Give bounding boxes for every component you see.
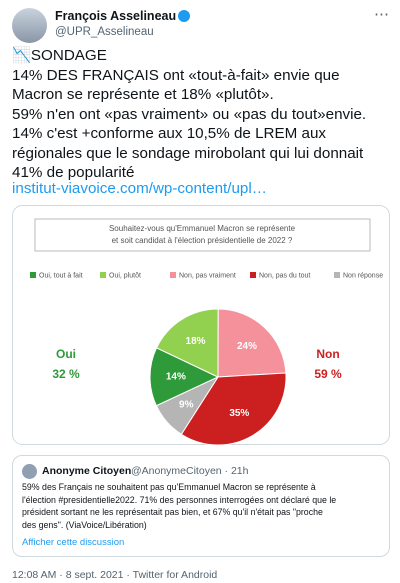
pie-slice bbox=[149, 347, 220, 407]
text-line: 14% DES FRANÇAIS ont «tout-à-fait» envie… bbox=[12, 66, 340, 84]
legend-swatch bbox=[100, 272, 106, 278]
legend-swatch bbox=[30, 272, 36, 278]
legend-label: Non réponse bbox=[343, 272, 383, 279]
summary-total: 32 % bbox=[52, 367, 80, 381]
text-line: des gens". (ViaVoice/Libération) bbox=[22, 519, 147, 530]
quoted-tweet[interactable] bbox=[12, 455, 390, 557]
quoted-avatar bbox=[22, 464, 37, 479]
slice-label: 18% bbox=[186, 336, 206, 347]
timestamp: 12:08 AM · 8 sept. 2021 · Twitter for An… bbox=[12, 569, 218, 581]
legend-label: Oui, tout à fait bbox=[39, 272, 83, 279]
slice-label: 24% bbox=[237, 341, 257, 352]
verified-badge bbox=[178, 10, 190, 22]
tweet-text: 📉SONDAGE 14% DES FRANÇAIS ont «tout-à-fai… bbox=[12, 46, 366, 183]
text-line: 59% des Français ne souhaitent pas qu'Em… bbox=[22, 482, 316, 492]
text-line: président sortant ne les représentait pa… bbox=[22, 507, 323, 518]
legend-label: Oui, plutôt bbox=[109, 272, 141, 279]
text-line: 14% c'est +conforme aux 10,5% de LREM au… bbox=[12, 125, 326, 142]
text-line: Macron se représente et 18% «plutôt». bbox=[12, 86, 274, 103]
tweet-link[interactable]: institut-viavoice.com/wp-content/upl… bbox=[12, 180, 267, 197]
legend-label: Non, pas du tout bbox=[259, 272, 310, 279]
slice-label: 9% bbox=[179, 399, 194, 410]
summary-label: Non bbox=[316, 347, 339, 361]
pie-slice bbox=[217, 308, 287, 378]
quoted-handle: @AnonymeCitoyen · 21h bbox=[131, 465, 249, 477]
text-line: régionales que le sondage mirobolant qui… bbox=[12, 144, 364, 162]
text-line: 59% n'en ont «pas vraiment» ou «pas du t… bbox=[12, 105, 367, 123]
summary-label: Oui bbox=[56, 347, 76, 361]
more-button[interactable]: ⋯ bbox=[374, 6, 389, 23]
thread-link[interactable]: Afficher cette discussion bbox=[22, 537, 125, 548]
legend-swatch bbox=[334, 272, 340, 278]
quoted-text: 59% des Français ne souhaitent pas qu'Em… bbox=[22, 481, 336, 531]
legend-swatch bbox=[250, 272, 256, 278]
text-line: l'élection #presidentielle2022. 71% des … bbox=[22, 494, 337, 505]
pie-slice bbox=[155, 308, 219, 378]
summary-total: 59 % bbox=[314, 367, 342, 381]
chart-title: et soit candidat à l'élection présidenti… bbox=[112, 236, 293, 245]
chart-title: Souhaitez-vous qu'Emmanuel Macron se rep… bbox=[109, 224, 296, 233]
quoted-author: Anonyme Citoyen bbox=[42, 465, 132, 477]
chart-image[interactable]: Souhaitez-vous qu'Emmanuel Macron se rep… bbox=[12, 205, 390, 445]
avatar[interactable] bbox=[12, 8, 47, 43]
slice-label: 14% bbox=[166, 371, 186, 382]
author-name[interactable]: François Asselineau bbox=[55, 9, 177, 23]
text-line: 41% de popularité bbox=[12, 164, 135, 181]
pie-slice bbox=[155, 375, 220, 435]
legend-label: Non, pas vraiment bbox=[179, 272, 236, 279]
chart-title-box bbox=[34, 218, 371, 252]
handle[interactable]: @UPR_Asselineau bbox=[55, 26, 154, 38]
legend-swatch bbox=[170, 272, 176, 278]
text-line: 📉SONDAGE bbox=[12, 47, 107, 64]
slice-label: 35% bbox=[229, 408, 249, 419]
pie-slice bbox=[180, 372, 287, 445]
